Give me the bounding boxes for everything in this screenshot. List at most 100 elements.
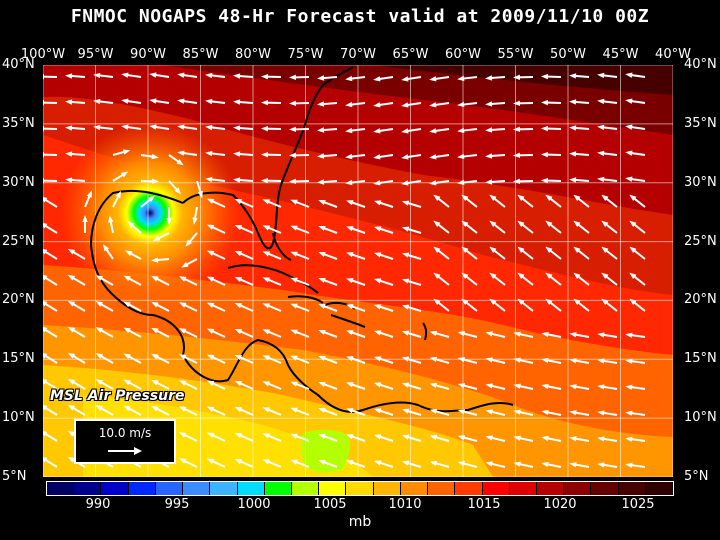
wind-arrow — [401, 200, 422, 208]
wind-arrow — [429, 330, 450, 338]
wind-arrow — [149, 98, 170, 104]
wind-arrow — [461, 220, 478, 234]
wind-arrow — [43, 327, 58, 338]
colorbar-swatch — [291, 482, 320, 495]
wind-arrow — [95, 379, 114, 390]
wind-arrow — [84, 190, 92, 208]
wind-arrow — [233, 99, 254, 105]
wind-arrow — [485, 101, 506, 107]
wind-arrow — [401, 278, 422, 286]
wind-arrow — [401, 154, 422, 160]
wind-arrow — [262, 225, 282, 234]
wind-arrow — [346, 356, 366, 364]
wind-arrow — [65, 125, 86, 131]
wind-arrow — [345, 75, 366, 82]
pressure-band-1026 — [373, 65, 673, 95]
wind-arrow — [318, 433, 338, 442]
colorbar-swatch — [47, 482, 75, 495]
pressure-band-1006 — [300, 429, 351, 473]
wind-arrow — [625, 150, 646, 156]
wind-arrow — [290, 251, 310, 260]
lat-label-left: 20°N — [2, 292, 35, 308]
vector-scale-box: 10.0 m/s — [74, 419, 176, 464]
wind-arrow — [181, 258, 198, 268]
wind-arrow — [485, 75, 506, 81]
wind-arrow — [489, 298, 506, 312]
wind-arrow — [625, 72, 646, 78]
wind-arrow — [205, 124, 226, 131]
wind-arrow — [65, 151, 86, 157]
colorbar-tick-label: 1005 — [313, 497, 347, 512]
wind-arrow — [373, 356, 394, 364]
wind-arrow — [43, 379, 58, 390]
wind-arrow — [401, 76, 422, 82]
wind-arrow — [179, 328, 198, 338]
colorbar-tick-label: 1015 — [467, 497, 501, 512]
wind-arrow — [513, 178, 534, 185]
wind-arrow — [234, 302, 254, 312]
wind-arrow — [429, 434, 450, 442]
wind-arrow — [95, 275, 114, 286]
wind-arrow — [65, 99, 86, 105]
wind-arrow — [373, 180, 394, 186]
wind-arrow — [461, 246, 478, 260]
wind-arrow — [573, 298, 590, 312]
wind-arrow — [569, 410, 590, 416]
wind-arrow — [346, 226, 366, 234]
wind-arrow — [461, 272, 478, 286]
wind-arrow — [597, 72, 618, 79]
wind-arrow — [541, 435, 562, 442]
wind-arrow — [290, 225, 310, 234]
wind-arrow — [318, 225, 338, 234]
wind-arrow — [346, 330, 366, 338]
wind-arrow — [429, 382, 450, 390]
low-pressure-center — [60, 123, 240, 303]
wind-arrow — [233, 73, 254, 79]
colorbar-swatch — [618, 482, 646, 495]
colorbar-tick-label: 1025 — [621, 497, 655, 512]
wind-arrow — [151, 257, 170, 263]
wind-arrow — [597, 410, 618, 416]
wind-arrow — [43, 301, 58, 312]
lon-label: 65°W — [392, 47, 429, 62]
wind-arrow — [401, 102, 422, 108]
wind-arrow — [629, 194, 646, 208]
wind-arrow — [573, 272, 590, 286]
wind-arrow — [569, 384, 590, 390]
wind-arrow — [234, 354, 254, 364]
wind-arrow — [541, 73, 562, 80]
colorbar-swatch — [101, 482, 129, 495]
wind-arrow — [95, 301, 114, 312]
wind-arrow — [262, 459, 282, 468]
wind-arrow — [140, 178, 159, 184]
colorbar-swatch — [128, 482, 156, 495]
wind-arrow — [43, 125, 58, 132]
wind-arrow — [541, 125, 562, 132]
wind-arrow — [123, 301, 142, 312]
colorbar-tick-label: 1010 — [388, 497, 422, 512]
wind-arrow — [373, 460, 394, 468]
lon-label: 55°W — [497, 47, 534, 62]
wind-arrow — [489, 272, 506, 286]
wind-arrow — [629, 246, 646, 260]
lat-label-left: 5°N — [2, 469, 27, 484]
wind-arrow — [262, 407, 282, 416]
wind-arrow — [513, 461, 534, 468]
wind-arrow — [545, 220, 562, 234]
wind-arrow — [457, 435, 478, 442]
wind-arrow — [373, 128, 394, 134]
wind-arrow — [485, 383, 506, 390]
wind-arrow — [152, 232, 170, 241]
wind-arrow — [43, 223, 58, 234]
wind-arrow — [373, 252, 394, 260]
wind-arrow — [290, 329, 310, 338]
wind-arrow — [401, 180, 422, 186]
lat-label-left: 15°N — [2, 351, 35, 367]
colorbar-swatch — [536, 482, 565, 495]
wind-arrow — [205, 72, 226, 79]
wind-arrow — [485, 331, 506, 338]
wind-arrow — [433, 246, 450, 260]
lon-label: 80°W — [235, 47, 271, 62]
wind-arrow — [457, 75, 478, 82]
wind-arrow — [373, 330, 394, 338]
